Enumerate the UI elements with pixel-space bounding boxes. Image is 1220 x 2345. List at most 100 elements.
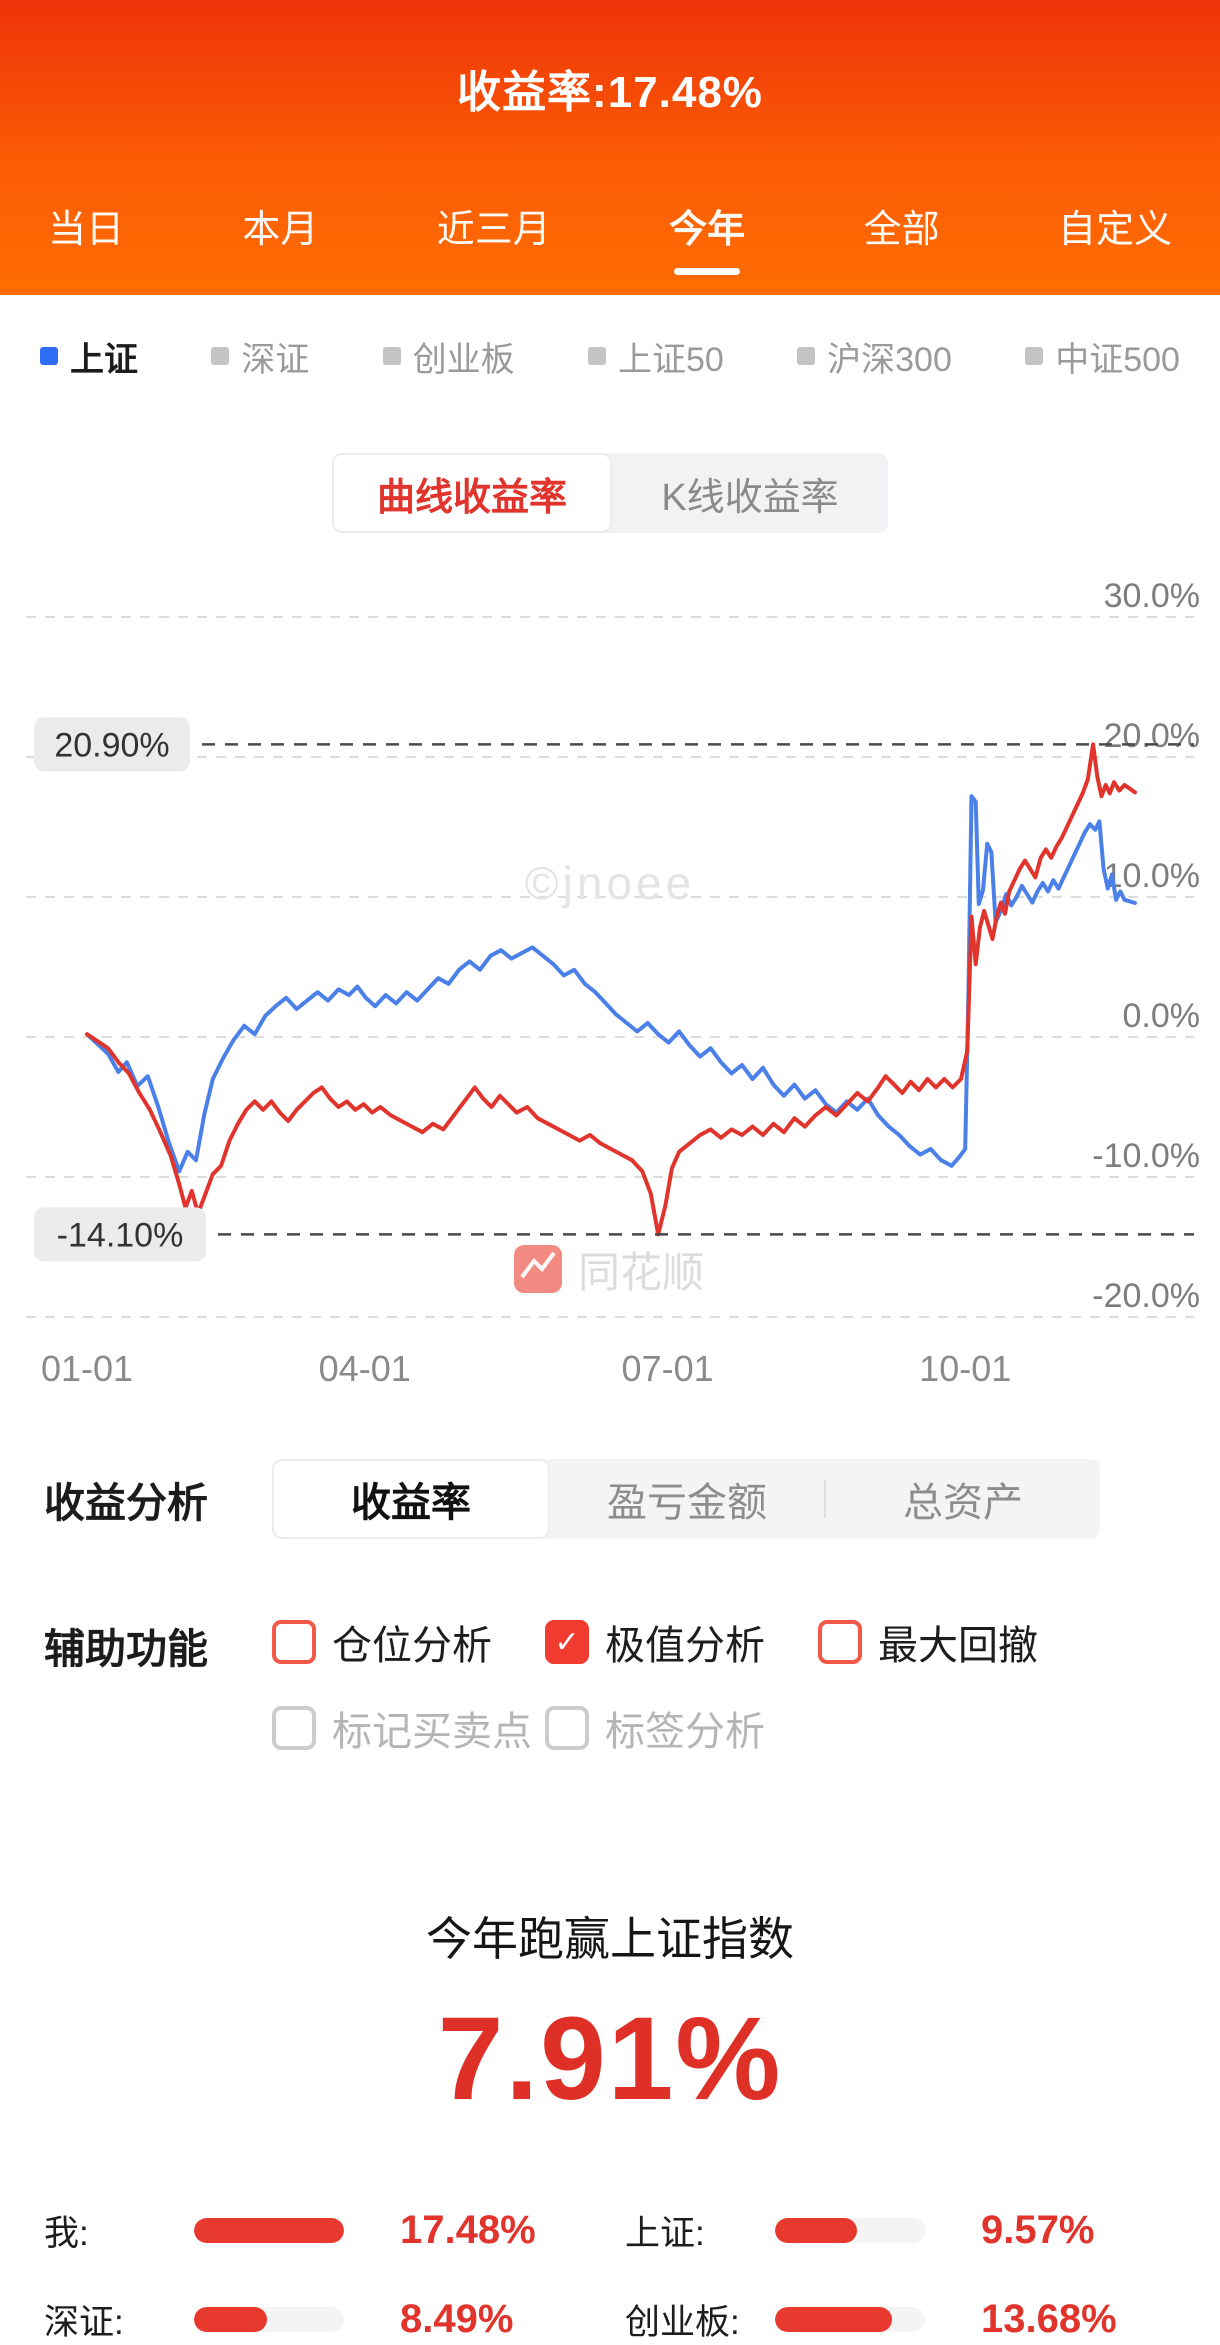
bar-track (775, 2307, 925, 2332)
aux-section: 辅助功能 仓位分析 极值分析 最大回撤 标记买卖点 标签分析 (0, 1613, 1220, 1785)
bar-track (194, 2307, 344, 2332)
index-item-label: 中证500 (1055, 340, 1180, 379)
checkbox-label: 标记买卖点 (332, 1710, 532, 1754)
comparison-value: 9.57% (981, 2208, 1095, 2252)
annotation-label-max: 20.90% (54, 726, 169, 764)
checkbox-icon (545, 1620, 589, 1664)
period-tabs: 当日 本月 近三月 今年 全部 自定义 (0, 198, 1220, 275)
tab-total-assets[interactable]: 总资产 (903, 1481, 1023, 1525)
checkbox-label: 极值分析 (605, 1624, 765, 1668)
y-axis-label: 20.0% (1104, 717, 1200, 755)
annotation-label-min: -14.10% (57, 1216, 184, 1254)
y-axis-label: 0.0% (1123, 997, 1201, 1035)
checkbox-label: 标签分析 (605, 1710, 765, 1754)
checkbox-mark-trade-points[interactable]: 标记买卖点 (272, 1699, 545, 1757)
comparison-row-shanghai: 上证: 9.57% (625, 2205, 1176, 2256)
comparison-label: 深证: (44, 2303, 124, 2342)
outperformance-value: 7.91% (437, 1993, 783, 2125)
legend-square-icon (40, 347, 58, 365)
series-line-index (85, 794, 1137, 1174)
comparison-row-me: 我: 17.48% (44, 2205, 595, 2256)
checkbox-tag-analysis[interactable]: 标签分析 (545, 1699, 818, 1757)
legend-square-icon (797, 347, 816, 365)
checkbox-label: 仓位分析 (332, 1624, 492, 1668)
watermark-jnoee: ©jnoee (525, 857, 695, 909)
index-item-label: 深证 (241, 340, 310, 379)
index-item-shanghai[interactable]: 上证 (40, 332, 138, 381)
comparison-row-chinext: 创业板: 13.68% (625, 2294, 1176, 2345)
bar-fill (775, 2218, 858, 2243)
chart-type-toggle: 曲线收益率 K线收益率 (332, 453, 888, 533)
index-item-label: 沪深300 (827, 340, 952, 379)
tab-divider (824, 1480, 826, 1518)
y-axis-label: 10.0% (1104, 857, 1200, 895)
tab-profit-loss-amount[interactable]: 盈亏金额 (607, 1481, 767, 1525)
aux-options: 仓位分析 极值分析 最大回撤 标记买卖点 标签分析 (272, 1613, 1122, 1785)
tab-today[interactable]: 当日 (48, 209, 125, 251)
index-item-label: 上证 (70, 340, 138, 379)
analysis-section: 收益分析 收益率 盈亏金额 总资产 (0, 1459, 1220, 1539)
checkbox-max-drawdown[interactable]: 最大回撤 (818, 1613, 1118, 1671)
header: 收益率:17.48% 当日 本月 近三月 今年 全部 自定义 (0, 0, 1220, 295)
index-item-label: 创业板 (412, 340, 515, 379)
y-axis-label: 30.0% (1104, 577, 1200, 615)
x-axis-label: 07-01 (622, 1348, 714, 1389)
checkbox-extreme-analysis[interactable]: 极值分析 (545, 1613, 818, 1671)
legend-square-icon (211, 347, 230, 365)
tab-all[interactable]: 全部 (863, 209, 940, 251)
index-item-label: 上证50 (617, 340, 724, 379)
checkbox-icon (272, 1706, 316, 1750)
x-axis-label: 10-01 (919, 1348, 1011, 1389)
legend-square-icon (1025, 347, 1044, 365)
watermark-brand-text: 同花顺 (578, 1249, 704, 1296)
aux-section-label: 辅助功能 (44, 1626, 208, 1672)
brand-logo-wave-icon (520, 1251, 556, 1279)
comparison-legend: 我: 17.48% 上证: 9.57% 深证: 8.49% 创业板: 13.68… (0, 2205, 1220, 2345)
checkbox-position-analysis[interactable]: 仓位分析 (272, 1613, 545, 1671)
bar-fill (194, 2307, 267, 2332)
comparison-row-shenzhen: 深证: 8.49% (44, 2294, 595, 2345)
y-axis-label: -20.0% (1092, 1277, 1200, 1315)
index-item-chinext[interactable]: 创业板 (382, 332, 515, 381)
tab-last-3-months[interactable]: 近三月 (436, 209, 551, 251)
comparison-label: 我: (44, 2214, 89, 2253)
return-line-chart: 30.0% 20.0% 10.0% 0.0% -10.0% -20.0% 01-01 04-0… (26, 577, 1201, 1389)
checkbox-icon (545, 1706, 589, 1750)
comparison-value: 17.48% (400, 2208, 536, 2252)
index-selector: 上证 深证 创业板 上证50 沪深300 中证500 (0, 333, 1220, 379)
index-item-shenzhen[interactable]: 深证 (211, 332, 309, 381)
toggle-curve-return[interactable]: 曲线收益率 (332, 453, 612, 533)
tab-custom[interactable]: 自定义 (1057, 209, 1172, 251)
analysis-section-label: 收益分析 (44, 1480, 208, 1526)
series-line-mine (85, 742, 1137, 1237)
checkbox-icon (272, 1620, 316, 1664)
analysis-tabs: 收益率 盈亏金额 总资产 (272, 1459, 1100, 1539)
annotation-box-min (34, 1207, 206, 1262)
return-chart: 30.0% 20.0% 10.0% 0.0% -10.0% -20.0% 01-01 04-0… (0, 547, 1220, 1407)
index-item-csi500[interactable]: 中证500 (1025, 332, 1180, 381)
comparison-value: 8.49% (400, 2297, 514, 2341)
checkbox-icon (818, 1620, 862, 1664)
tab-this-month[interactable]: 本月 (242, 209, 319, 251)
bar-fill (775, 2307, 893, 2332)
comparison-label: 上证: (625, 2214, 705, 2253)
summary-text: 今年跑赢上证指数 (426, 1913, 794, 1965)
comparison-value: 13.68% (981, 2297, 1117, 2341)
index-item-sse50[interactable]: 上证50 (587, 332, 724, 381)
annotation-box-max (34, 717, 190, 772)
index-item-hs300[interactable]: 沪深300 (797, 332, 952, 381)
bar-fill (194, 2218, 344, 2243)
toggle-kline-return[interactable]: K线收益率 (661, 476, 839, 519)
x-axis-label: 01-01 (41, 1348, 133, 1389)
legend-square-icon (587, 347, 606, 365)
bar-track (775, 2218, 925, 2243)
checkbox-label: 最大回撤 (878, 1624, 1038, 1668)
page-title: 收益率:17.48% (457, 68, 763, 117)
legend-square-icon (382, 347, 401, 365)
x-axis-label: 04-01 (319, 1348, 411, 1389)
brand-logo-icon (514, 1245, 562, 1293)
y-axis-label: -10.0% (1092, 1137, 1200, 1175)
tab-this-year[interactable]: 今年 (669, 198, 745, 275)
tab-return-rate[interactable]: 收益率 (272, 1459, 550, 1539)
bar-track (194, 2218, 344, 2243)
